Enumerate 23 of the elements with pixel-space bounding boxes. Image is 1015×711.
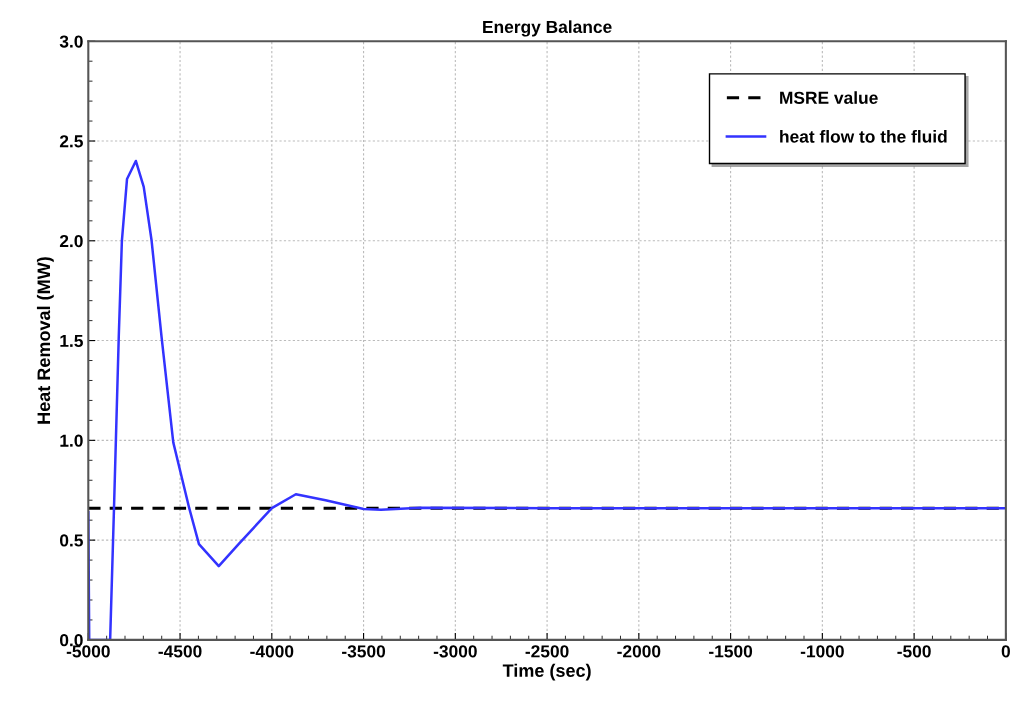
x-tick-label: -3500 bbox=[342, 645, 386, 658]
x-tick-label: -4000 bbox=[250, 645, 294, 658]
y-tick-label: 3.0 bbox=[59, 35, 83, 48]
y-tick-label: 1.5 bbox=[60, 334, 83, 348]
x-tick-label: -1000 bbox=[800, 645, 844, 658]
chart-title: Energy Balance bbox=[483, 20, 612, 37]
y-tick-label: 2.0 bbox=[59, 234, 83, 248]
y-tick-label: 2.5 bbox=[59, 135, 83, 148]
legend-label: MSRE value bbox=[780, 91, 878, 104]
x-tick-label: -5000 bbox=[66, 645, 110, 658]
x-axis-title: Time (sec) bbox=[502, 663, 591, 681]
legend-label: heat flow to the fluid bbox=[780, 129, 947, 143]
x-tick-label: -1500 bbox=[709, 645, 753, 658]
x-tick-label: -3000 bbox=[433, 645, 477, 658]
y-axis-title: Heat Removal (MW) bbox=[36, 257, 54, 424]
x-tick-label: -2000 bbox=[617, 645, 661, 658]
x-tick-label: 0 bbox=[1001, 645, 1010, 658]
y-tick-label: 1.0 bbox=[60, 434, 83, 447]
x-tick-label: -4500 bbox=[158, 645, 202, 658]
x-tick-label: -2500 bbox=[525, 645, 569, 658]
x-tick-label: -500 bbox=[897, 645, 931, 658]
y-tick-label: 0.0 bbox=[60, 634, 83, 647]
y-tick-label: 0.5 bbox=[60, 534, 83, 547]
